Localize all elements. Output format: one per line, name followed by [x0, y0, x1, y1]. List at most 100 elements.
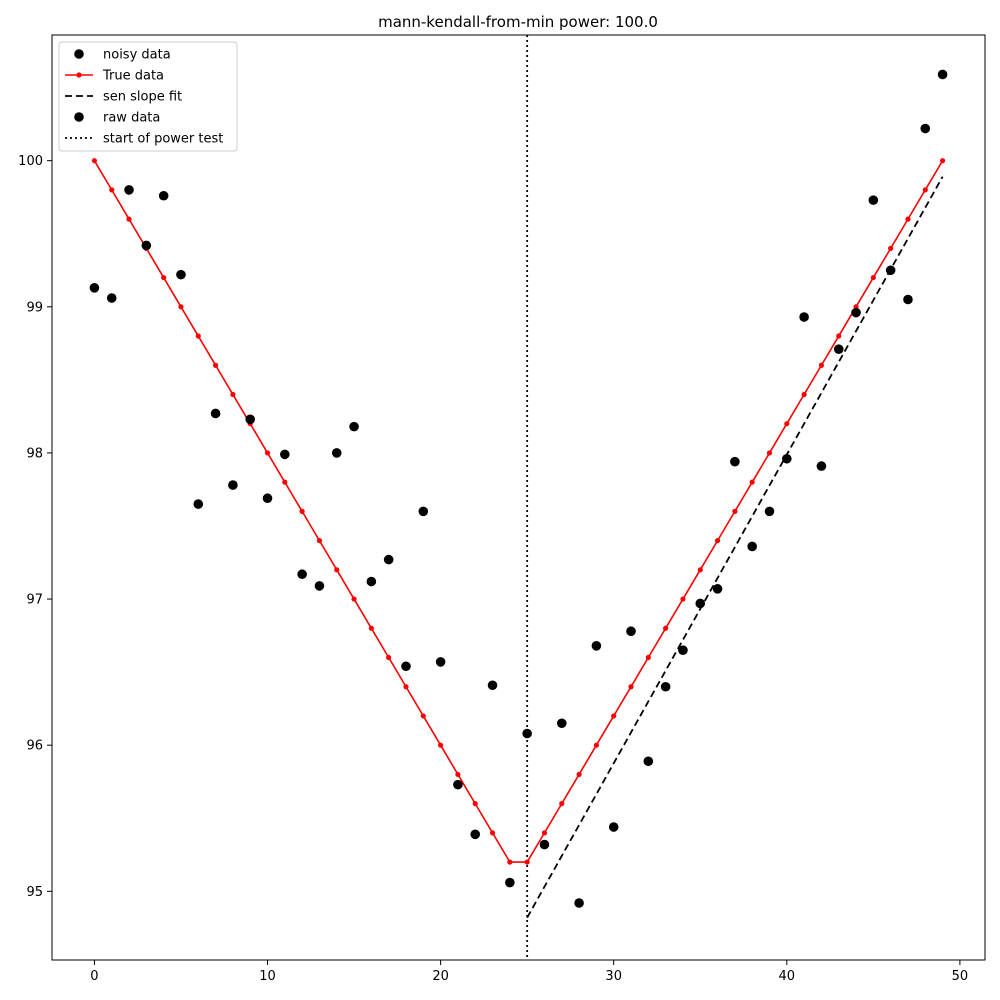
noisy-data-point [158, 190, 169, 201]
true-data-point [922, 187, 928, 193]
noisy-data-point [937, 69, 948, 80]
noisy-data-point [643, 756, 654, 767]
true-data-point [403, 684, 409, 690]
y-tick-label: 95 [26, 885, 43, 900]
true-data-point [645, 654, 651, 661]
noisy-data-point [210, 408, 221, 419]
noisy-data-point [868, 195, 879, 205]
noisy-data-point [712, 584, 723, 594]
noisy-data-point [505, 877, 515, 888]
true-data-point [420, 713, 426, 719]
noisy-data-point [176, 269, 186, 280]
true-data-point [126, 216, 132, 222]
noisy-data-point [522, 728, 532, 739]
true-data-point [524, 859, 530, 865]
noisy-data-point [816, 461, 827, 471]
true-data-point [905, 216, 911, 222]
true-data-point [697, 567, 703, 573]
noisy-data-point [556, 718, 567, 729]
plot-contents [89, 35, 948, 960]
true-data-line [93, 160, 944, 863]
true-data-point [541, 830, 548, 836]
x-tick-label: 10 [259, 969, 276, 984]
legend-label-sen: sen slope fit [103, 90, 182, 105]
noisy-data-point [262, 493, 273, 504]
noisy-data-point [487, 680, 498, 691]
noisy-data-point [401, 661, 411, 672]
noisy-data-point [833, 344, 844, 354]
axes: 0 10 20 30 40 50 95 96 97 98 99 100 [18, 34, 986, 984]
noisy-data-point [366, 576, 377, 587]
noisy-data-point [331, 448, 342, 458]
noisy-data-point [280, 449, 290, 460]
plot-area [89, 35, 948, 960]
true-data-point [714, 538, 721, 544]
x-tick-label: 20 [432, 969, 449, 984]
true-data-point [680, 596, 686, 602]
noisy-data-point [297, 569, 307, 580]
y-tick-label: 96 [26, 739, 43, 754]
noisy-data-point [106, 293, 117, 303]
true-data-point [316, 538, 323, 544]
true-data-point [559, 801, 565, 807]
sen-slope-fit-line [526, 176, 944, 919]
noisy-data-point [435, 657, 446, 667]
true-data-point [109, 187, 115, 193]
noisy-data-point [730, 456, 740, 467]
legend-marker-noisy [74, 49, 84, 59]
true-data-point [334, 567, 340, 573]
x-tick-label: 40 [779, 969, 796, 984]
noisy-data-point [470, 829, 481, 840]
y-tick-label: 98 [26, 446, 43, 461]
legend-label-true: True data [102, 69, 164, 84]
true-data-point [507, 859, 513, 865]
legend-label-power: start of power test [103, 132, 223, 147]
true-data-point [212, 362, 219, 368]
noisy-data-point [124, 185, 134, 195]
noisy-data-point [591, 641, 602, 651]
legend-box [58, 41, 238, 152]
noisy-data-point [228, 480, 238, 490]
x-tick-label: 30 [605, 969, 622, 984]
noisy-data-point [764, 506, 775, 517]
noisy-data-point [885, 265, 896, 276]
noisy-data-point [574, 898, 584, 908]
true-data-point [818, 362, 825, 368]
true-data-point [801, 391, 807, 398]
true-data-point [264, 450, 271, 456]
true-data-point [178, 304, 184, 310]
true-data-point [489, 830, 496, 836]
noisy-data-point [799, 312, 809, 322]
noisy-data-point [539, 839, 550, 850]
legend-label-raw: raw data [103, 111, 160, 126]
true-data-point [836, 333, 842, 339]
true-data-point [628, 684, 634, 690]
noisy-data-point [141, 240, 152, 251]
y-tick-label: 99 [26, 300, 43, 315]
noisy-data-point [349, 421, 359, 432]
true-data-point [282, 479, 288, 485]
true-data-point [576, 771, 582, 778]
noisy-data-point [747, 541, 757, 552]
noisy-data-point [418, 506, 429, 517]
noisy-data-point [782, 453, 792, 464]
true-data-point [455, 771, 461, 778]
true-data-point [749, 479, 755, 485]
noisy-data-point [383, 554, 394, 565]
legend-marker-true [76, 72, 82, 78]
y-tick-label: 100 [18, 154, 43, 169]
noisy-data-point [193, 499, 204, 509]
x-tick-label: 0 [90, 969, 98, 984]
true-data-point [472, 801, 478, 807]
true-data-point [593, 742, 599, 748]
true-data-point [299, 508, 305, 514]
noisy-data-point [89, 283, 100, 293]
axes-frame [51, 34, 986, 961]
true-data-point [784, 421, 790, 427]
noisy-data-point [608, 822, 619, 832]
noisy-data-point [453, 779, 463, 790]
true-data-point [611, 713, 617, 719]
true-data-point [663, 625, 669, 631]
noisy-data-point [245, 414, 255, 425]
